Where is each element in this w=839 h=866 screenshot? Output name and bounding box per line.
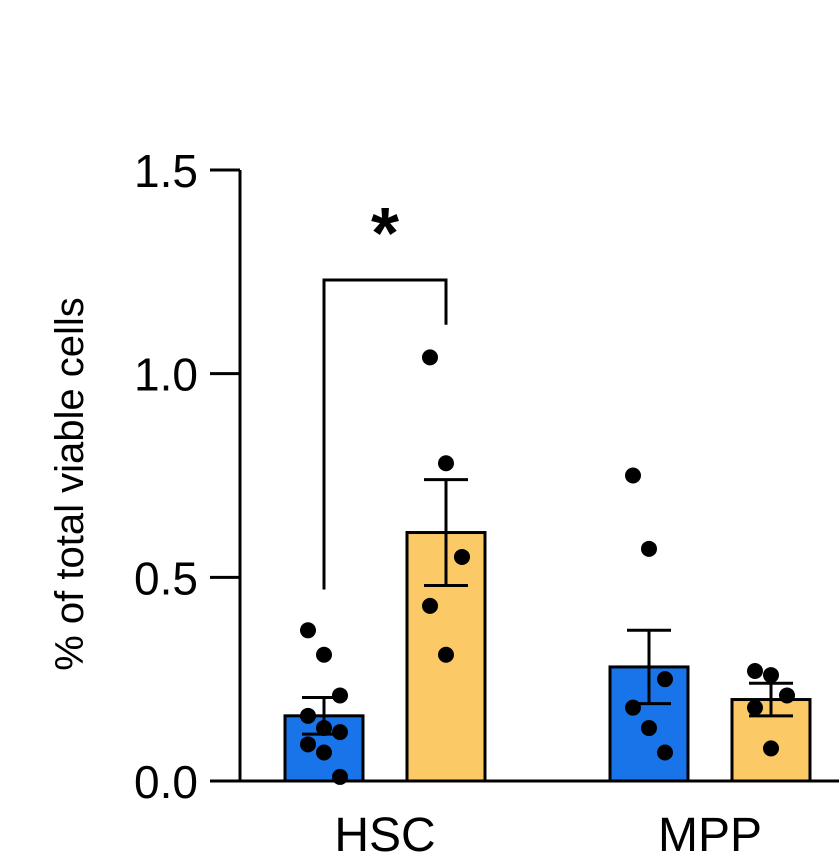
x-tick-label: MPP: [658, 809, 762, 862]
data-point: [438, 455, 454, 472]
data-point: [332, 687, 348, 704]
data-point: [763, 667, 779, 684]
data-point: [332, 724, 348, 741]
data-point: [779, 687, 795, 704]
significance-bracket: [322, 278, 448, 590]
y-axis-label: % of total viable cells: [48, 297, 92, 671]
data-point: [454, 548, 470, 565]
x-tick-label: HSC: [334, 809, 435, 862]
significance-marker: *: [371, 194, 399, 274]
data-point: [747, 663, 763, 680]
y-tick-label: 1.0: [134, 349, 198, 401]
y-tick-label: 0.5: [134, 552, 198, 604]
data-point: [641, 720, 657, 737]
data-point: [657, 744, 673, 761]
data-point: [625, 467, 641, 484]
data-point: [657, 671, 673, 688]
y-tick-label: 0.0: [134, 756, 198, 808]
data-point: [763, 740, 779, 757]
data-point: [438, 646, 454, 663]
y-tick-label: 1.5: [134, 145, 198, 197]
data-points: [300, 349, 795, 785]
data-point: [747, 699, 763, 716]
data-point: [316, 744, 332, 761]
axes: 0.0 0.5 1.0 1.5 HSC MPP: [134, 145, 839, 862]
data-point: [300, 622, 316, 639]
data-point: [332, 768, 348, 785]
annotations: *: [322, 194, 448, 590]
data-point: [641, 540, 657, 557]
bars: [283, 531, 812, 783]
data-point: [422, 597, 438, 614]
error-bars: [302, 478, 793, 736]
data-point: [625, 699, 641, 716]
data-point: [422, 349, 438, 366]
data-point: [300, 736, 316, 753]
data-point: [316, 646, 332, 663]
data-point: [300, 707, 316, 724]
